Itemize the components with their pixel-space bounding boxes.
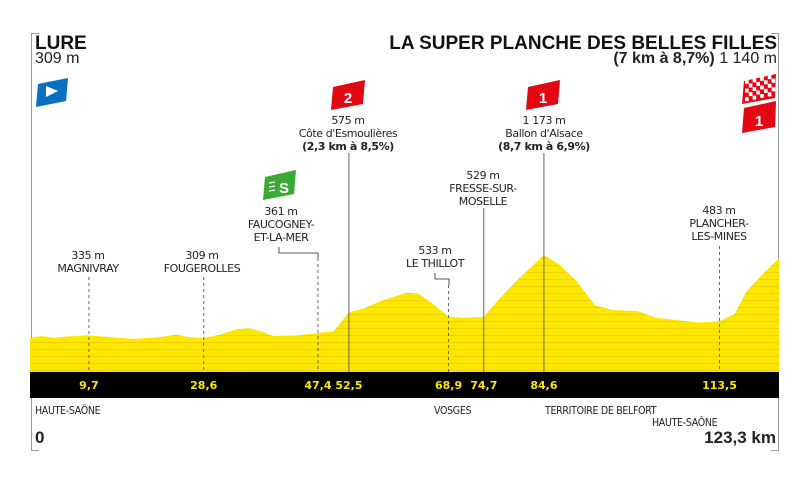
waypoint-esmoulieres: 575 m Côte d'Esmoulières (2,3 km à 8,5%) xyxy=(299,114,398,153)
frame-corner xyxy=(771,33,779,34)
waypoint-altitude: 575 m xyxy=(331,114,365,127)
finish-cat-number: 1 xyxy=(755,113,763,130)
km-tick-label: 84,6 xyxy=(530,379,557,392)
start-altitude: 309 m xyxy=(35,50,80,67)
distance-band xyxy=(30,372,779,398)
thillot-connector xyxy=(434,273,450,285)
waypoint-name: MAGNIVRAY xyxy=(57,262,119,275)
sprint-letter: S xyxy=(279,180,289,197)
frame-corner xyxy=(771,450,779,451)
start-flag-icon xyxy=(36,78,68,107)
finish-info: (7 km à 8,7%) 1 140 m xyxy=(613,50,777,68)
cat2-number: 2 xyxy=(344,90,352,107)
waypoint-name: FOUGEROLLES xyxy=(163,262,241,275)
waypoint-faucogney: 361 m FAUCOGNEY- ET-LA-MER xyxy=(247,205,315,244)
waypoint-altitude: 529 m xyxy=(466,169,500,182)
km-tick-label: 113,5 xyxy=(702,379,737,392)
climb-gradient: (2,3 km à 8,5%) xyxy=(302,140,394,153)
waypoint-name: FAUCOGNEY- xyxy=(247,218,315,231)
waypoint-ballon-alsace: 1 173 m Ballon d'Alsace (8,7 km à 6,9%) xyxy=(498,114,590,153)
waypoint-name: Côte d'Esmoulières xyxy=(298,127,398,140)
waypoint-name: LE THILLOT xyxy=(405,257,465,270)
finish-altitude: 1 140 m xyxy=(719,50,777,67)
cat1-climb-badge: 1 xyxy=(526,80,560,110)
faucogney-connector xyxy=(278,247,319,258)
waypoint-altitude: 533 m xyxy=(418,244,452,257)
waypoint-altitude: 1 173 m xyxy=(522,114,566,127)
elevation-profile xyxy=(30,255,779,372)
waypoint-name: LES-MINES xyxy=(691,230,747,243)
km-tick-label: 74,7 xyxy=(470,379,497,392)
frame-left xyxy=(31,33,32,450)
waypoint-name: ET-LA-MER xyxy=(253,231,309,244)
waypoint-name: MOSELLE xyxy=(458,195,508,208)
waypoint-plancher: 483 m PLANCHER- LES-MINES xyxy=(689,204,749,243)
climb-gradient: (8,7 km à 6,9%) xyxy=(498,140,590,153)
waypoint-name: FRESSE-SUR- xyxy=(449,182,517,195)
region-label: TERRITOIRE DE BELFORT xyxy=(545,405,657,417)
start-town: LURE xyxy=(35,33,87,54)
region-label: HAUTE-SAÔNE xyxy=(35,405,101,417)
frame-corner xyxy=(31,33,39,34)
km-tick-label: 47,4 xyxy=(304,379,331,392)
waypoint-name: Ballon d'Alsace xyxy=(505,127,583,140)
waypoint-altitude: 483 m xyxy=(702,204,736,217)
distance-start: 0 xyxy=(35,428,45,447)
km-tick-label: 9,7 xyxy=(79,379,99,392)
waypoint-altitude: 335 m xyxy=(71,249,105,262)
finish-climb: (7 km à 8,7%) xyxy=(613,50,715,67)
waypoint-fresse: 529 m FRESSE-SUR- MOSELLE xyxy=(449,169,517,208)
checkered-flag-icon xyxy=(742,74,776,104)
waypoint-altitude: 361 m xyxy=(264,205,298,218)
region-label: VOSGES xyxy=(434,405,472,417)
waypoint-le-thillot: 533 m LE THILLOT xyxy=(406,244,464,270)
frame-right xyxy=(778,33,779,450)
sprint-icon: S xyxy=(263,170,296,200)
waypoint-altitude: 309 m xyxy=(185,249,219,262)
km-tick-label: 28,6 xyxy=(190,379,217,392)
waypoint-name: PLANCHER- xyxy=(689,217,749,230)
finish-town: LA SUPER PLANCHE DES BELLES FILLES xyxy=(389,33,777,54)
distance-total: 123,3 km xyxy=(704,428,776,447)
cat2-climb-badge: 2 xyxy=(331,80,365,110)
waypoint-magnivray: 335 m MAGNIVRAY xyxy=(57,249,119,275)
waypoint-fougerolles: 309 m FOUGEROLLES xyxy=(164,249,241,275)
km-tick-label: 68,9 xyxy=(435,379,462,392)
frame-corner xyxy=(31,450,39,451)
km-tick-label: 52,5 xyxy=(335,379,362,392)
finish-cat1-badge: 1 xyxy=(742,101,776,133)
region-label: HAUTE-SAÔNE xyxy=(652,417,718,429)
cat1-number: 1 xyxy=(539,90,547,107)
